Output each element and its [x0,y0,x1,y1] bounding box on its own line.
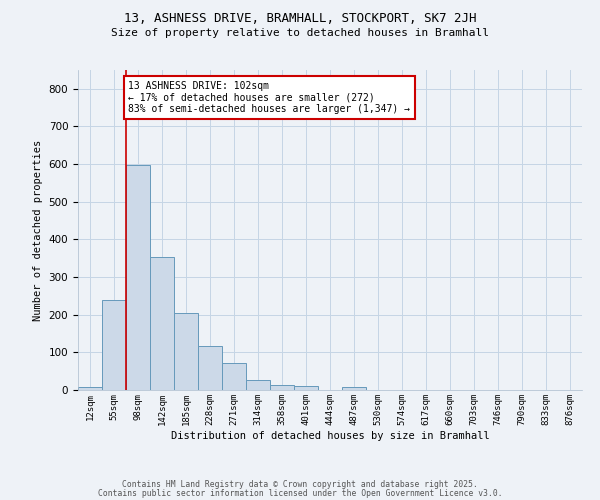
Bar [102,300,126,390]
Bar [270,384,294,390]
Bar [222,364,246,390]
Text: Size of property relative to detached houses in Bramhall: Size of property relative to detached ho… [111,28,489,38]
Text: Contains public sector information licensed under the Open Government Licence v3: Contains public sector information licen… [98,488,502,498]
Bar [198,346,222,390]
Y-axis label: Number of detached properties: Number of detached properties [33,140,43,320]
Text: 13, ASHNESS DRIVE, BRAMHALL, STOCKPORT, SK7 2JH: 13, ASHNESS DRIVE, BRAMHALL, STOCKPORT, … [124,12,476,26]
Bar [126,165,150,390]
Text: Contains HM Land Registry data © Crown copyright and database right 2025.: Contains HM Land Registry data © Crown c… [122,480,478,489]
Bar [342,387,366,390]
X-axis label: Distribution of detached houses by size in Bramhall: Distribution of detached houses by size … [170,430,490,440]
Bar [150,258,174,390]
Bar [78,387,102,390]
Bar [294,386,318,390]
Text: 13 ASHNESS DRIVE: 102sqm
← 17% of detached houses are smaller (272)
83% of semi-: 13 ASHNESS DRIVE: 102sqm ← 17% of detach… [128,82,410,114]
Bar [246,380,270,390]
Bar [174,313,198,390]
